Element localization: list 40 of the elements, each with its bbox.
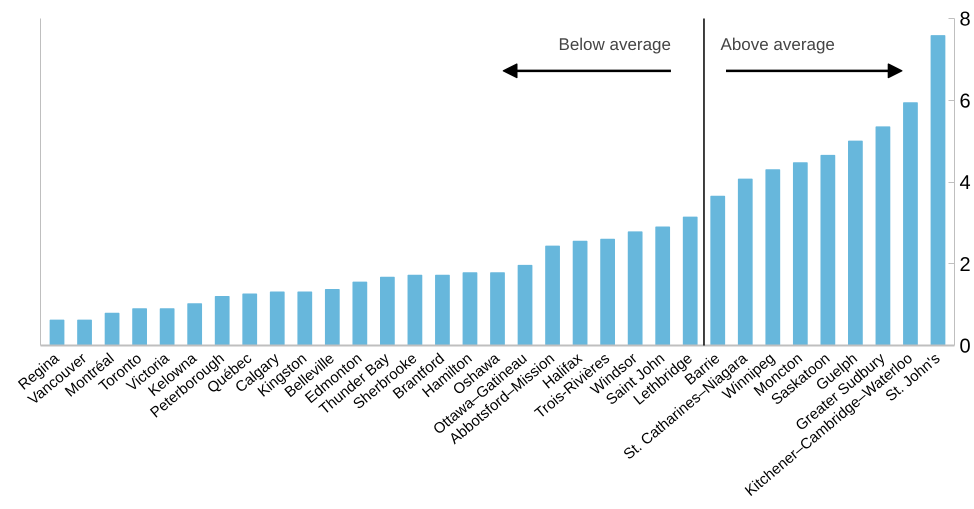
bar — [765, 169, 780, 346]
bar — [160, 308, 175, 346]
bar — [545, 246, 560, 346]
bar — [352, 282, 368, 346]
bar — [848, 140, 863, 346]
bar — [628, 231, 643, 346]
bar — [50, 320, 64, 346]
bar — [903, 102, 918, 346]
bar — [242, 293, 258, 346]
bar — [710, 196, 726, 346]
bar — [600, 238, 616, 346]
y-tick-label: 2 — [960, 254, 971, 276]
bar — [518, 264, 532, 346]
bar — [572, 240, 588, 346]
y-tick-label: 8 — [960, 8, 971, 30]
bar — [77, 320, 92, 346]
bar — [435, 274, 450, 346]
annotation: Above average — [720, 35, 835, 54]
bar — [682, 216, 698, 346]
bar — [490, 272, 505, 346]
bar — [132, 308, 147, 346]
bar — [104, 312, 120, 346]
bar — [380, 276, 395, 346]
bar — [270, 291, 285, 346]
y-tick-label: 6 — [960, 90, 971, 112]
y-tick-label: 4 — [960, 172, 971, 194]
bar — [187, 303, 202, 346]
bar — [655, 226, 670, 346]
bar — [792, 162, 808, 346]
bar — [214, 296, 230, 346]
bar — [738, 178, 753, 346]
bar — [297, 291, 312, 346]
bar — [324, 289, 340, 346]
annotation: Below average — [558, 35, 671, 54]
bar — [408, 274, 422, 346]
bar — [876, 126, 890, 346]
y-tick-label: 0 — [960, 336, 971, 358]
bar — [462, 272, 478, 346]
bar — [820, 154, 836, 346]
bar — [930, 35, 946, 346]
